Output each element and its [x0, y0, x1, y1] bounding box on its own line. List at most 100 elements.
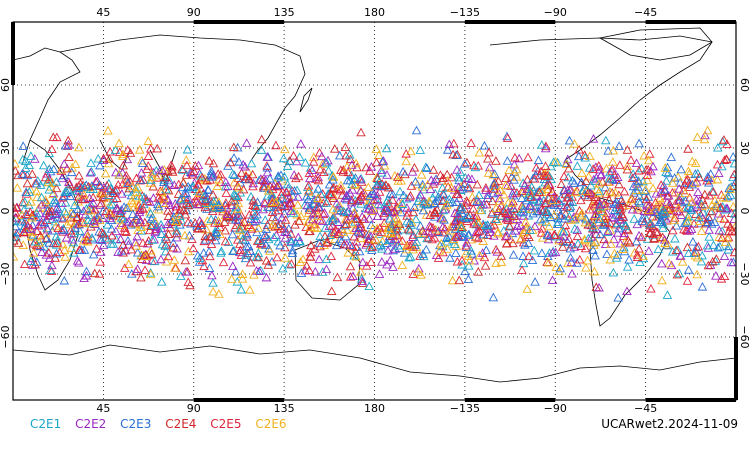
obs-marker	[713, 242, 723, 252]
obs-marker	[555, 263, 566, 273]
obs-marker	[414, 201, 425, 211]
obs-marker	[684, 201, 695, 211]
obs-marker	[173, 189, 184, 198]
obs-marker	[460, 173, 471, 182]
obs-marker	[401, 241, 412, 251]
lon-tick-top-6: −45	[634, 6, 657, 19]
obs-marker	[451, 215, 462, 224]
obs-marker	[703, 260, 714, 270]
obs-marker	[580, 217, 590, 227]
obs-marker	[725, 190, 736, 200]
obs-marker	[442, 244, 453, 253]
obs-marker	[123, 202, 133, 212]
obs-marker	[247, 169, 258, 179]
obs-marker	[345, 240, 355, 249]
obs-marker	[273, 171, 284, 180]
obs-marker	[223, 237, 234, 247]
obs-marker	[18, 197, 28, 207]
obs-marker	[502, 156, 513, 165]
obs-marker	[383, 182, 394, 192]
obs-marker	[585, 151, 595, 161]
obs-marker	[437, 183, 448, 192]
obs-marker	[319, 167, 329, 177]
obs-marker	[232, 181, 243, 190]
obs-marker	[245, 246, 256, 255]
obs-marker	[267, 256, 277, 266]
obs-marker	[183, 200, 194, 210]
obs-marker	[680, 188, 690, 197]
obs-marker	[622, 286, 632, 296]
obs-marker	[518, 211, 529, 220]
obs-marker	[149, 234, 159, 244]
obs-marker	[667, 178, 678, 187]
obs-marker	[629, 172, 640, 181]
obs-marker	[353, 226, 364, 236]
obs-marker	[472, 215, 483, 225]
obs-marker	[643, 155, 654, 165]
obs-marker	[643, 164, 653, 174]
obs-marker	[188, 243, 199, 253]
obs-marker	[427, 192, 438, 202]
obs-marker	[118, 160, 129, 170]
obs-marker	[512, 188, 522, 197]
obs-marker	[267, 207, 278, 217]
lat-tick-left-3: −30	[0, 262, 12, 285]
obs-marker	[714, 232, 724, 241]
obs-marker	[104, 154, 115, 163]
obs-marker	[331, 240, 342, 250]
obs-marker	[345, 175, 355, 185]
obs-marker	[658, 223, 668, 232]
obs-marker	[119, 223, 130, 232]
obs-marker	[436, 238, 447, 248]
obs-marker	[650, 197, 661, 207]
obs-marker	[723, 232, 734, 242]
obs-marker	[627, 193, 637, 203]
obs-marker	[683, 248, 694, 258]
obs-marker	[549, 230, 559, 239]
obs-marker	[131, 241, 142, 250]
obs-marker	[40, 195, 51, 204]
obs-marker	[680, 196, 691, 205]
obs-marker	[649, 234, 660, 243]
obs-marker	[491, 156, 501, 165]
obs-marker	[291, 156, 302, 166]
obs-marker	[153, 201, 164, 211]
obs-marker	[112, 203, 122, 212]
obs-marker	[398, 166, 408, 176]
obs-marker	[300, 200, 310, 209]
obs-marker	[548, 157, 559, 166]
obs-marker	[398, 190, 409, 200]
obs-marker	[675, 250, 686, 260]
obs-marker	[152, 143, 163, 153]
obs-marker	[212, 181, 223, 190]
obs-marker	[156, 187, 167, 196]
obs-marker	[471, 219, 482, 229]
obs-marker	[413, 267, 423, 276]
coastline-africa	[24, 139, 81, 291]
obs-marker	[729, 247, 736, 257]
obs-marker	[501, 180, 511, 190]
obs-marker	[430, 188, 440, 198]
obs-marker	[198, 248, 209, 257]
obs-marker	[272, 252, 282, 262]
obs-marker	[660, 208, 671, 217]
obs-marker	[502, 133, 513, 142]
obs-marker	[140, 251, 151, 260]
obs-marker	[138, 204, 148, 213]
obs-marker	[339, 239, 349, 249]
obs-marker	[377, 257, 387, 266]
obs-marker	[181, 266, 191, 276]
obs-marker	[540, 161, 551, 170]
platform-legend: C2E1 C2E2 C2E3 C2E4 C2E5 C2E6	[30, 417, 297, 431]
obs-marker	[230, 222, 240, 232]
lat-tick-left-0: 60	[0, 78, 12, 92]
obs-marker	[13, 216, 19, 225]
obs-marker	[595, 229, 605, 239]
obs-marker	[147, 172, 157, 181]
obs-marker	[300, 157, 311, 167]
obs-marker	[473, 218, 484, 228]
obs-marker	[233, 173, 244, 182]
obs-marker	[654, 217, 665, 227]
obs-marker	[143, 236, 154, 245]
obs-marker	[547, 195, 557, 205]
